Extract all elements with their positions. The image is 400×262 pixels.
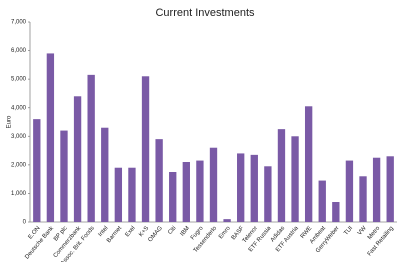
bar	[359, 176, 367, 222]
bar	[277, 129, 286, 222]
bar	[318, 180, 326, 222]
bar	[87, 74, 95, 222]
x-tick-label: Exel	[125, 225, 137, 238]
bar	[73, 96, 82, 222]
bar	[345, 160, 354, 222]
y-tick-label: 5,000	[11, 77, 27, 83]
x-tick-label: Barmet	[106, 225, 123, 244]
x-tick-label: Citi	[167, 225, 177, 235]
y-axis-title: Euro	[7, 115, 13, 128]
bar	[128, 167, 136, 222]
bar	[223, 219, 231, 222]
x-tick-label: Intel	[98, 225, 110, 238]
x-tick-label: IBM	[180, 225, 191, 237]
x-tick-label: K+S	[138, 225, 150, 238]
y-tick-label: 6,000	[11, 48, 27, 54]
bar	[155, 139, 163, 222]
bar	[33, 119, 41, 222]
x-tick-label: VW	[357, 225, 368, 237]
bar	[46, 53, 55, 222]
bar	[237, 153, 245, 222]
bar	[182, 162, 190, 222]
y-tick-label: 1,000	[11, 191, 27, 197]
x-tick-label: TUI	[343, 225, 354, 237]
bar	[386, 156, 394, 222]
bar	[291, 136, 299, 222]
chart-title: Current Investments	[155, 7, 255, 19]
x-tick-label: OMAG	[147, 225, 164, 243]
bar	[304, 106, 313, 222]
bar	[101, 127, 109, 222]
y-tick-label: 7,000	[11, 20, 27, 26]
bar	[264, 166, 272, 222]
bar	[60, 130, 68, 222]
bar	[141, 76, 150, 223]
bar	[169, 172, 177, 222]
bar	[209, 147, 218, 222]
bar	[196, 160, 204, 222]
bar	[332, 202, 340, 222]
bar	[372, 157, 381, 222]
bar	[114, 167, 123, 222]
y-tick-label: 2,000	[11, 162, 27, 168]
y-tick-label: 3,000	[11, 134, 27, 140]
bar	[250, 154, 258, 222]
y-tick-label: 4,000	[11, 105, 27, 111]
y-tick-label: 0	[23, 220, 27, 226]
